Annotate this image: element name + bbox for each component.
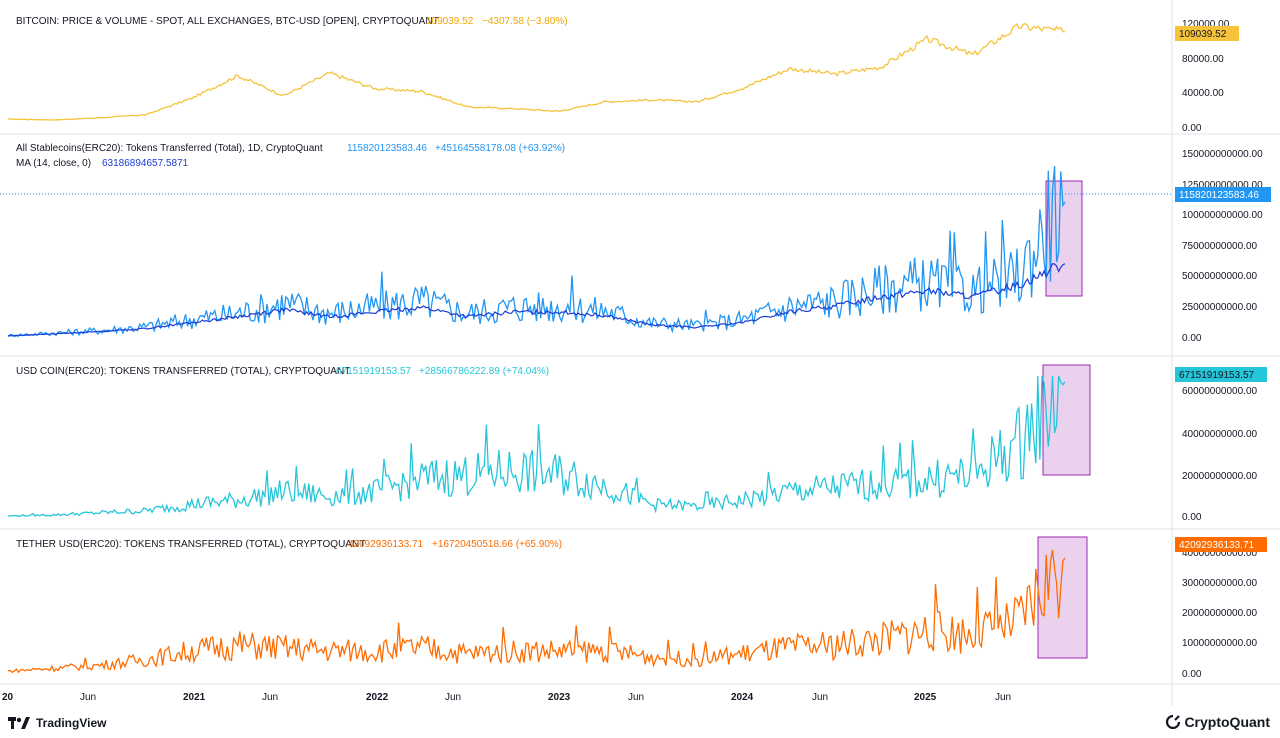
- x-axis: 20 Jun 2021 Jun 2022 Jun 2023 Jun 2024 J…: [2, 692, 1011, 703]
- plot-layer: [0, 22, 1172, 674]
- highlight-box: [1042, 364, 1091, 476]
- badge-text: 67151919153.57: [1179, 370, 1255, 381]
- tether-value-badge: 42092936133.71: [1175, 537, 1267, 552]
- ma-line: [7, 263, 1066, 337]
- cryptoquant-icon: [1166, 715, 1181, 729]
- x-tick-label: 2025: [914, 692, 937, 703]
- series-line: [7, 22, 1066, 121]
- btc-value-badge: 109039.52: [1175, 26, 1239, 41]
- badge-text: 109039.52: [1179, 29, 1227, 40]
- cryptoquant-label: CryptoQuant: [1184, 714, 1270, 730]
- series-line: [7, 549, 1066, 674]
- btc-change: −4307.58 (−3.80%): [482, 16, 568, 27]
- cryptoquant-logo[interactable]: CryptoQuant: [1166, 714, 1270, 730]
- y-tick-label: 150000000000.00: [1182, 149, 1263, 160]
- tether-panel-header: TETHER USD(ERC20): TOKENS TRANSFERRED (T…: [16, 539, 562, 550]
- x-tick-label: 2022: [366, 692, 389, 703]
- y-tick-label: 100000000000.00: [1182, 210, 1263, 221]
- y-tick-label: 0.00: [1182, 333, 1202, 344]
- y-tick-label: 60000000000.00: [1182, 386, 1258, 397]
- btc-panel-header: BITCOIN: PRICE & VOLUME - SPOT, ALL EXCH…: [16, 16, 568, 27]
- usdc-panel-header: USD COIN(ERC20): TOKENS TRANSFERRED (TOT…: [16, 366, 549, 377]
- y-tick-label: 120000.00: [1182, 19, 1230, 30]
- x-tick-label: Jun: [628, 692, 644, 703]
- x-tick-label: Jun: [995, 692, 1011, 703]
- usdc-last-value: 67151919153.57: [336, 366, 412, 377]
- y-tick-label: 40000000000.00: [1182, 429, 1258, 440]
- badge-text: 42092936133.71: [1179, 540, 1255, 551]
- series-line: [7, 165, 1066, 338]
- x-tick-label: 20: [2, 692, 14, 703]
- y-tick-label: 50000000000.00: [1182, 271, 1258, 282]
- x-tick-label: Jun: [812, 692, 828, 703]
- stable-title: All Stablecoins(ERC20): Tokens Transferr…: [16, 143, 323, 154]
- series-line: [7, 375, 1066, 517]
- y-tick-label: 40000.00: [1182, 88, 1224, 99]
- tether-last-value: 42092936133.71: [348, 539, 424, 550]
- stable-change: +45164558178.08 (+63.92%): [435, 143, 565, 154]
- ma-label: MA (14, close, 0): [16, 158, 91, 169]
- btc-y-axis: 120000.00 80000.00 40000.00 0.00: [1182, 19, 1230, 134]
- y-tick-label: 0.00: [1182, 512, 1202, 523]
- usdc-change: +28566786222.89 (+74.04%): [419, 366, 549, 377]
- stable-last-value: 115820123583.46: [347, 143, 427, 154]
- tether-title: TETHER USD(ERC20): TOKENS TRANSFERRED (T…: [16, 539, 365, 550]
- badge-text: 115820123583.46: [1179, 190, 1259, 201]
- y-tick-label: 0.00: [1182, 123, 1202, 134]
- btc-last-value: 109039.52: [426, 16, 474, 27]
- y-tick-label: 75000000000.00: [1182, 241, 1258, 252]
- y-tick-label: 20000000000.00: [1182, 608, 1258, 619]
- y-tick-label: 40000000000.00: [1182, 548, 1258, 559]
- tether-y-axis: 40000000000.00 30000000000.00 2000000000…: [1182, 548, 1258, 680]
- tether-change: +16720450518.66 (+65.90%): [432, 539, 562, 550]
- x-tick-label: Jun: [262, 692, 278, 703]
- y-tick-label: 20000000000.00: [1182, 471, 1258, 482]
- stable-panel-header: All Stablecoins(ERC20): Tokens Transferr…: [16, 143, 565, 169]
- ma-value: 63186894657.5871: [102, 158, 189, 169]
- y-tick-label: 10000000000.00: [1182, 638, 1258, 649]
- btc-title: BITCOIN: PRICE & VOLUME - SPOT, ALL EXCH…: [16, 16, 439, 27]
- stable-y-axis: 150000000000.00 125000000000.00 10000000…: [1182, 149, 1263, 344]
- usdc-y-axis: 60000000000.00 40000000000.00 2000000000…: [1182, 386, 1258, 523]
- tradingview-label: TradingView: [36, 716, 107, 730]
- tradingview-logo[interactable]: TradingView: [8, 716, 106, 730]
- x-tick-label: Jun: [80, 692, 96, 703]
- tradingview-icon: [8, 717, 30, 729]
- y-tick-label: 25000000000.00: [1182, 302, 1258, 313]
- usdc-value-badge: 67151919153.57: [1175, 367, 1267, 382]
- y-tick-label: 30000000000.00: [1182, 578, 1258, 589]
- x-tick-label: 2023: [548, 692, 571, 703]
- stable-value-badge: 115820123583.46: [1175, 187, 1271, 202]
- x-tick-label: 2021: [183, 692, 206, 703]
- x-tick-label: 2024: [731, 692, 754, 703]
- y-tick-label: 0.00: [1182, 669, 1202, 680]
- y-tick-label: 80000.00: [1182, 54, 1224, 65]
- x-tick-label: Jun: [445, 692, 461, 703]
- usdc-title: USD COIN(ERC20): TOKENS TRANSFERRED (TOT…: [16, 366, 350, 377]
- y-tick-label: 125000000000.00: [1182, 180, 1263, 191]
